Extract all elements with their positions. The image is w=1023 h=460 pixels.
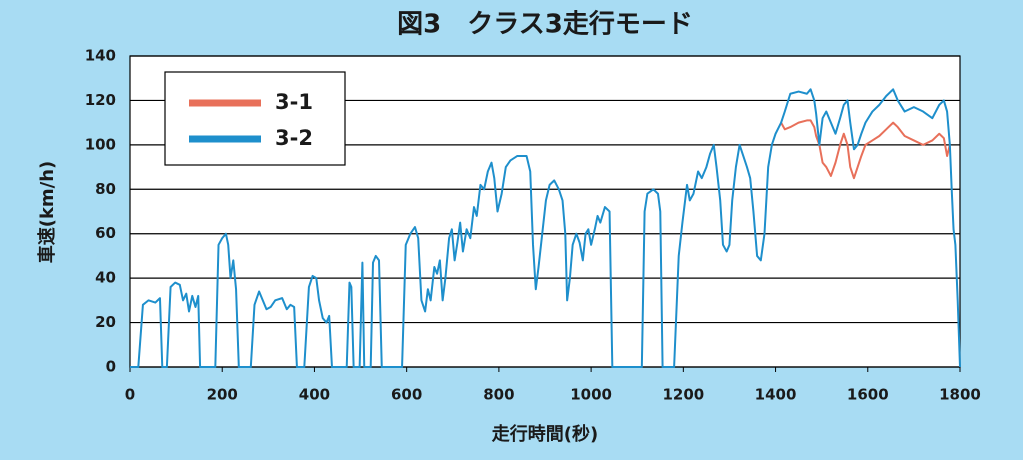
x-tick-label: 1000: [570, 386, 612, 404]
x-tick-label: 400: [299, 386, 330, 404]
x-tick-label: 1600: [847, 386, 889, 404]
y-tick-label: 80: [95, 180, 116, 198]
x-tick-label: 1200: [662, 386, 704, 404]
legend-label: 3-2: [275, 126, 313, 150]
y-tick-label: 40: [95, 269, 116, 287]
x-tick-label: 200: [207, 386, 238, 404]
x-tick-label: 1800: [939, 386, 981, 404]
legend-box: [164, 71, 346, 166]
x-tick-label: 600: [391, 386, 422, 404]
series-line: [780, 119, 951, 180]
y-tick-label: 60: [95, 224, 116, 242]
y-tick-label: 120: [85, 91, 116, 109]
legend-label: 3-1: [275, 90, 313, 114]
y-tick-label: 100: [85, 135, 116, 153]
y-tick-label: 20: [95, 313, 116, 331]
x-tick-label: 800: [483, 386, 514, 404]
x-tick-label: 0: [125, 386, 135, 404]
series-line: [130, 88, 961, 368]
y-axis-label: 車速(km/h): [36, 161, 58, 264]
y-tick-label: 0: [106, 358, 116, 376]
x-tick-label: 1400: [755, 386, 797, 404]
x-axis-label: 走行時間(秒): [492, 423, 598, 445]
y-tick-label: 140: [85, 47, 116, 65]
chart-title: 図3 クラス3走行モード: [397, 9, 693, 40]
plot-border: [129, 55, 961, 368]
